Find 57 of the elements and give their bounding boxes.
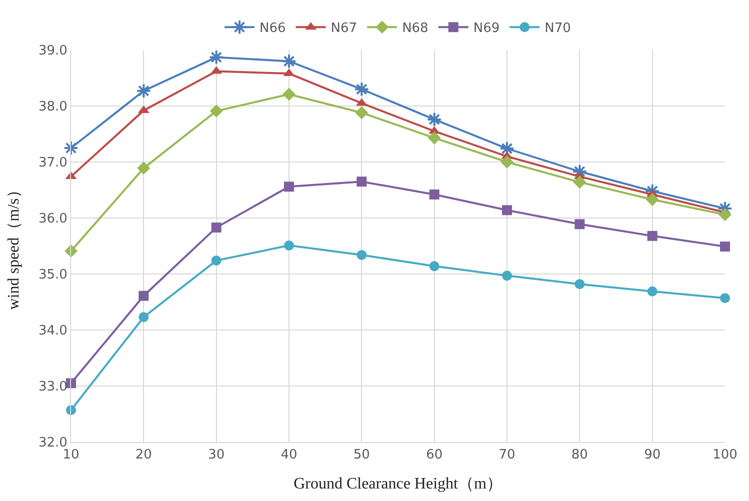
point: [136, 83, 152, 98]
point: [502, 205, 512, 216]
point: [502, 270, 512, 281]
legend-label: N67: [330, 21, 358, 36]
point: [573, 176, 586, 189]
x-tick-label: 100: [712, 448, 738, 463]
x-tick-label: 70: [498, 448, 516, 463]
point: [426, 112, 442, 128]
point: [138, 312, 149, 322]
x-tick-label: 80: [571, 448, 588, 463]
point: [284, 182, 294, 192]
point: [646, 193, 659, 206]
point: [718, 208, 732, 222]
y-axis-title: wind speed（m/s）: [5, 182, 22, 310]
point: [428, 131, 441, 144]
point: [282, 88, 296, 101]
point: [281, 54, 297, 69]
point: [500, 156, 514, 168]
point: [356, 250, 367, 260]
point: [647, 230, 658, 241]
point: [355, 106, 368, 120]
y-tick-label: 33.0: [38, 380, 68, 395]
point: [208, 50, 224, 65]
x-tick-label: 60: [426, 448, 443, 463]
point: [720, 293, 730, 304]
point: [211, 256, 222, 266]
y-tick-label: 34.0: [38, 324, 68, 339]
point: [354, 82, 370, 97]
point: [138, 290, 149, 301]
y-tick-label: 37.0: [38, 156, 68, 171]
point: [429, 261, 440, 272]
x-axis-title: Ground Clearance Height（m）: [294, 475, 502, 492]
point: [284, 240, 294, 250]
point: [720, 242, 730, 252]
x-tick-label: 40: [280, 448, 298, 463]
point: [429, 189, 440, 200]
x-tick-label: 90: [644, 448, 661, 463]
point: [647, 286, 658, 296]
x-tick-label: 50: [353, 448, 370, 463]
y-tick-label: 35.0: [38, 268, 68, 283]
x-tick-label: 30: [208, 448, 225, 463]
legend-label: N68: [402, 21, 428, 36]
point: [574, 219, 585, 230]
x-tick-label: 10: [62, 448, 80, 463]
y-tick-label: 38.0: [38, 100, 68, 115]
point: [356, 176, 367, 187]
point: [210, 104, 223, 118]
legend-label: N69: [473, 21, 500, 36]
y-tick-label: 39.0: [38, 44, 68, 59]
x-tick-label: 20: [135, 448, 152, 463]
legend-label: N66: [260, 21, 286, 36]
y-tick-label: 36.0: [38, 212, 68, 227]
point: [574, 279, 585, 290]
legend-label: N70: [544, 21, 571, 36]
point: [137, 162, 150, 175]
point: [63, 140, 79, 156]
point: [211, 222, 222, 233]
